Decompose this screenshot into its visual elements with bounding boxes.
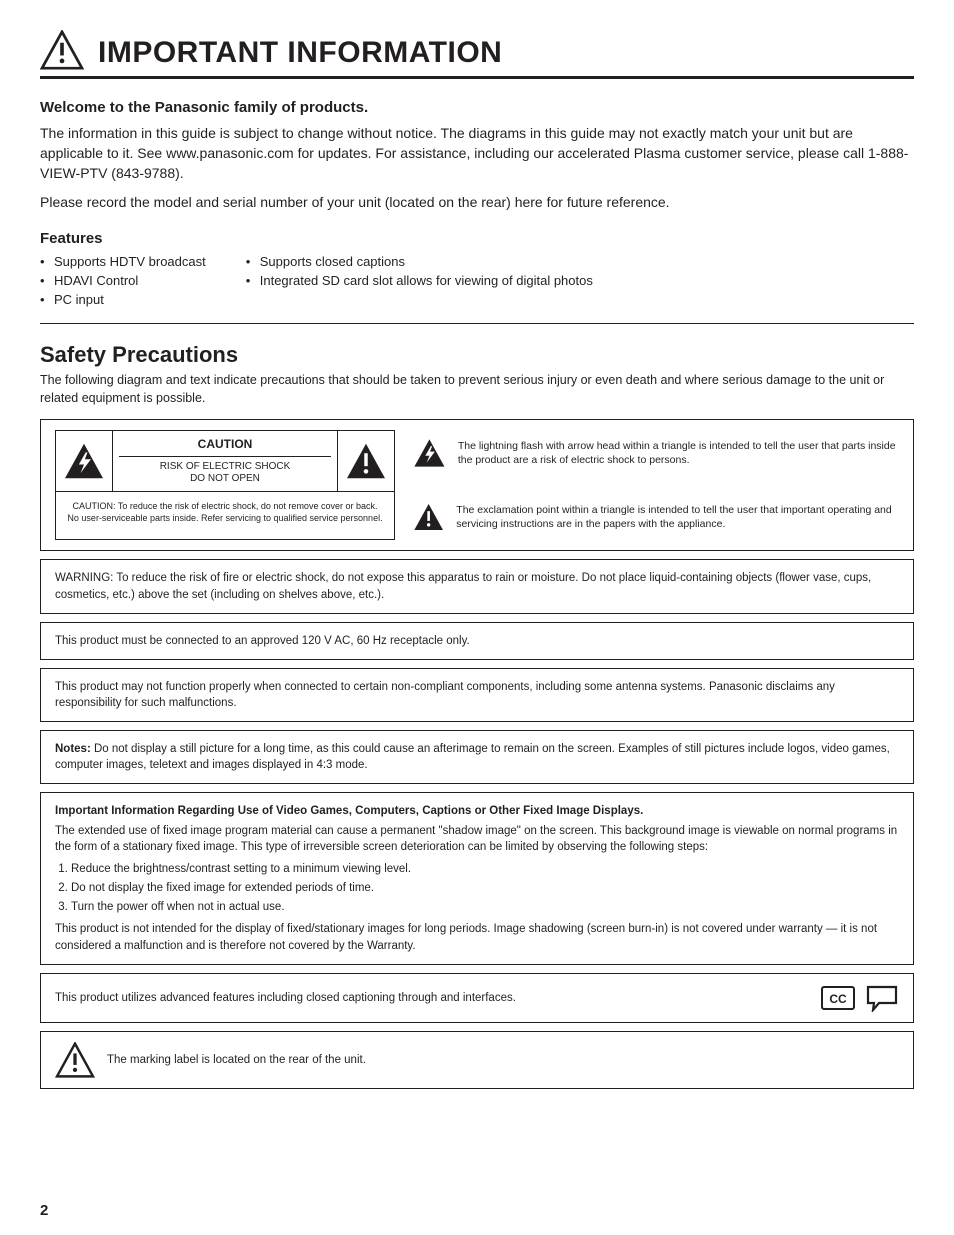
header-rule bbox=[40, 76, 914, 79]
lightning-icon bbox=[413, 430, 446, 476]
notes-text: Do not display a still picture for a lon… bbox=[55, 743, 890, 771]
welcome-record: Please record the model and serial numbe… bbox=[40, 192, 914, 212]
caution-panel-top: CAUTION RISK OF ELECTRIC SHOCK DO NOT OP… bbox=[56, 431, 394, 491]
icon-legend: The lightning flash with arrow head with… bbox=[413, 430, 899, 540]
feature-item: Integrated SD card slot allows for viewi… bbox=[246, 272, 593, 291]
safety-subtitle: The following diagram and text indicate … bbox=[40, 372, 914, 407]
legend-bolt-text: The lightning flash with arrow head with… bbox=[458, 439, 899, 467]
caution-panel: CAUTION RISK OF ELECTRIC SHOCK DO NOT OP… bbox=[55, 430, 395, 540]
lightning-icon bbox=[63, 442, 105, 480]
environment-text: This product may not function properly w… bbox=[55, 681, 835, 709]
engineering-box: Important Information Regarding Use of V… bbox=[40, 792, 914, 964]
caution-panel-box: CAUTION RISK OF ELECTRIC SHOCK DO NOT OP… bbox=[40, 419, 914, 551]
page-header: IMPORTANT INFORMATION bbox=[40, 30, 914, 70]
caution-body: CAUTION: To reduce the risk of electric … bbox=[56, 492, 394, 532]
page-title: IMPORTANT INFORMATION bbox=[98, 36, 502, 70]
eng-body: The extended use of fixed image program … bbox=[55, 823, 899, 855]
divider bbox=[40, 323, 914, 324]
caution-icon bbox=[40, 30, 84, 70]
welcome-body: The information in this guide is subject… bbox=[40, 123, 914, 184]
caution-label: CAUTION bbox=[198, 437, 253, 451]
label-text: The marking label is located on the rear… bbox=[107, 1052, 899, 1068]
safety-heading: Safety Precautions bbox=[40, 342, 914, 368]
warning-box: WARNING: To reduce the risk of fire or e… bbox=[40, 559, 914, 613]
notes-lead: Notes: bbox=[55, 743, 91, 755]
exclamation-icon bbox=[413, 494, 444, 540]
features-col-2: Supports closed captions Integrated SD c… bbox=[246, 253, 593, 310]
closed-caption-icon: CC bbox=[821, 986, 855, 1010]
features-columns: Supports HDTV broadcast HDAVI Control PC… bbox=[40, 253, 914, 310]
eng-lead: Important Information Regarding Use of V… bbox=[55, 803, 899, 819]
eng-item: Reduce the brightness/contrast setting t… bbox=[71, 861, 899, 878]
cc-box: This product utilizes advanced features … bbox=[40, 973, 914, 1023]
warning-text: WARNING: To reduce the risk of fire or e… bbox=[55, 572, 871, 600]
caution-sub: RISK OF ELECTRIC SHOCK DO NOT OPEN bbox=[160, 461, 291, 485]
eng-item: Do not display the fixed image for exten… bbox=[71, 880, 899, 897]
eng-foot: This product is not intended for the dis… bbox=[55, 921, 899, 953]
environment-box: This product may not function properly w… bbox=[40, 668, 914, 722]
caution-icon bbox=[55, 1042, 95, 1078]
receptacle-text: This product must be connected to an app… bbox=[55, 635, 470, 647]
features-heading: Features bbox=[40, 230, 914, 247]
svg-text:CC: CC bbox=[829, 992, 847, 1006]
label-box: The marking label is located on the rear… bbox=[40, 1031, 914, 1089]
eng-list: Reduce the brightness/contrast setting t… bbox=[55, 861, 899, 915]
feature-item: Supports closed captions bbox=[246, 253, 593, 272]
welcome-title: Welcome to the Panasonic family of produ… bbox=[40, 97, 914, 119]
features-col-1: Supports HDTV broadcast HDAVI Control PC… bbox=[40, 253, 206, 310]
eng-item: Turn the power off when not in actual us… bbox=[71, 899, 899, 916]
welcome-block: Welcome to the Panasonic family of produ… bbox=[40, 97, 914, 212]
feature-item: Supports HDTV broadcast bbox=[40, 253, 206, 272]
receptacle-box: This product must be connected to an app… bbox=[40, 622, 914, 660]
speech-bubble-icon bbox=[865, 984, 899, 1012]
notes-box: Notes: Do not display a still picture fo… bbox=[40, 730, 914, 784]
legend-excl-text: The exclamation point within a triangle … bbox=[456, 503, 899, 531]
feature-item: HDAVI Control bbox=[40, 272, 206, 291]
exclamation-icon bbox=[345, 442, 387, 480]
cc-text: This product utilizes advanced features … bbox=[55, 990, 811, 1006]
feature-item: PC input bbox=[40, 291, 206, 310]
page-number: 2 bbox=[40, 1202, 48, 1219]
